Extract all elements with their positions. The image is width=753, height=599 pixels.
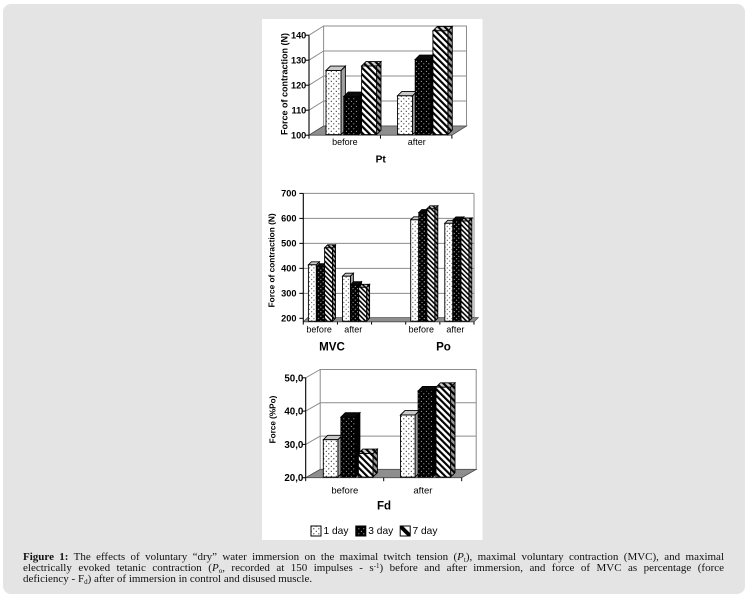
svg-text:500: 500 (281, 239, 296, 249)
svg-text:Force (%Po): Force (%Po) (269, 395, 278, 443)
svg-text:600: 600 (281, 214, 296, 224)
svg-text:1 day: 1 day (324, 526, 350, 537)
svg-text:before: before (331, 486, 358, 497)
svg-text:after: after (408, 137, 426, 147)
svg-text:700: 700 (281, 189, 296, 199)
svg-text:Force of contraction (N): Force of contraction (N) (266, 213, 276, 307)
svg-text:before: before (332, 137, 358, 147)
svg-text:110: 110 (291, 105, 306, 115)
svg-text:Fd: Fd (377, 501, 391, 513)
svg-text:40,0: 40,0 (284, 407, 304, 418)
svg-text:7 day: 7 day (413, 526, 439, 537)
svg-text:200: 200 (281, 314, 296, 324)
svg-text:120: 120 (291, 80, 306, 90)
svg-text:Po: Po (436, 341, 451, 354)
svg-text:MVC: MVC (319, 341, 345, 354)
svg-text:Pt: Pt (376, 155, 387, 166)
svg-text:after: after (413, 486, 432, 497)
svg-text:before: before (306, 324, 332, 334)
svg-text:300: 300 (281, 289, 296, 299)
svg-text:130: 130 (291, 55, 306, 65)
svg-text:50,0: 50,0 (284, 373, 304, 384)
svg-text:20,0: 20,0 (284, 473, 304, 484)
svg-text:3 day: 3 day (368, 526, 394, 537)
svg-text:Force of contraction (N): Force of contraction (N) (280, 33, 290, 135)
svg-text:after: after (344, 324, 362, 334)
svg-text:140: 140 (291, 30, 306, 40)
svg-text:after: after (446, 324, 464, 334)
svg-text:400: 400 (281, 264, 296, 274)
svg-text:30,0: 30,0 (284, 440, 304, 451)
svg-text:before: before (409, 324, 435, 334)
svg-text:100: 100 (291, 130, 306, 140)
